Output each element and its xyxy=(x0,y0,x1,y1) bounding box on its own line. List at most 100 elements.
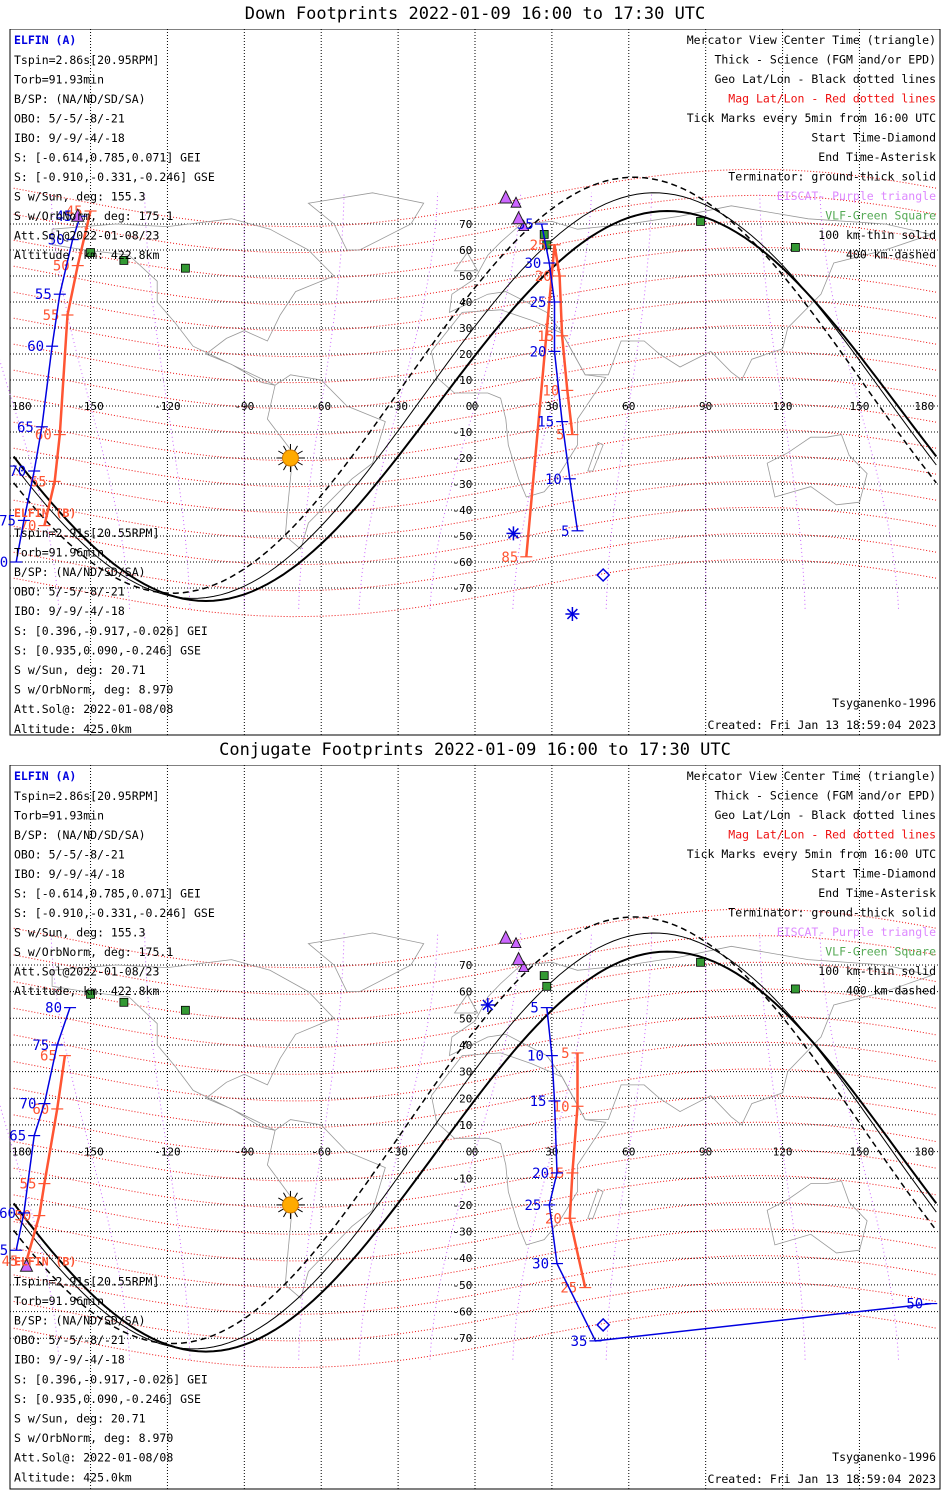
axis-labels: 180 -150 -120 -90 -60 -30 0 30 60 90 120 150 1807060… xyxy=(12,959,935,1345)
elfin-a-info-line: OBO: 5/-5/-8/-21 xyxy=(14,112,125,126)
legend-line: Mag Lat/Lon - Red dotted lines xyxy=(728,92,936,106)
elfin-a-track-tick-label: 30 xyxy=(524,256,541,272)
center-time-triangle xyxy=(498,189,513,204)
mag-lat-curve xyxy=(13,1281,937,1342)
mag-lat-curve xyxy=(13,480,937,540)
lat-tick-label: 0 xyxy=(466,1146,473,1159)
elfin-b-track-tick-label: 5 xyxy=(556,428,564,444)
lon-tick-label: -150 xyxy=(77,400,104,413)
elfin-b-track-tick-label: 65 xyxy=(30,474,47,490)
continent-outline xyxy=(266,1119,386,1299)
elfin-a-info-line: S w/Sun, deg: 155.3 xyxy=(14,190,146,204)
elfin-a-track: 807570656055510152025303550 xyxy=(0,1001,938,1350)
eiscat-triangle xyxy=(518,960,530,973)
lat-tick-label: 30 xyxy=(459,1066,472,1079)
elfin-b-info-line: IBO: 9/-9/-4/-18 xyxy=(14,1353,125,1367)
mag-lon-curve xyxy=(819,192,899,609)
legend-line: Start Time-Diamond xyxy=(811,131,936,145)
lat-tick-label: 60 xyxy=(459,986,472,999)
elfin-a-info-line: S: [-0.614,0.785,0.071] GEI xyxy=(14,887,201,901)
lat-tick-label: -20 xyxy=(453,452,473,465)
legend-line: Tick Marks every 5min from 16:00 UTC xyxy=(687,847,936,861)
created-timestamp: Created: Fri Jan 13 18:59:04 2023 xyxy=(708,1472,937,1486)
continent-outline xyxy=(266,374,386,550)
start-time-diamond xyxy=(596,1317,611,1332)
legend-line: Mercator View Center Time (triangle) xyxy=(687,33,936,47)
end-time-asterisk xyxy=(506,526,521,541)
elfin-b-info-line: S w/Sun, deg: 20.71 xyxy=(14,663,146,677)
elfin-b-info-line: OBO: 5/-5/-8/-21 xyxy=(14,1333,125,1347)
legend-line: Thick - Science (FGM and/or EPD) xyxy=(714,789,936,803)
continent-outline xyxy=(766,434,868,506)
elfin-b-track-tick-label: 5 xyxy=(561,1046,569,1062)
eiscat-triangle xyxy=(510,196,522,208)
elfin-a-track-tick-label: 55 xyxy=(35,287,52,303)
elfin-a-info-line: S w/OrbNorm, deg: 175.1 xyxy=(14,945,173,959)
elfin-a-info-line: IBO: 9/-9/-4/-18 xyxy=(14,867,125,881)
panel-title-conjugate: Conjugate Footprints 2022-01-09 16:00 to… xyxy=(219,740,731,760)
elfin-a-track-tick-label: 70 xyxy=(9,464,26,480)
center-time-triangle xyxy=(511,951,526,966)
lon-tick-label: 150 xyxy=(850,1146,870,1159)
elfin-a-info-line: S: [-0.614,0.785,0.071] GEI xyxy=(14,151,201,165)
elfin-a-info-line: B/SP: (NA/ND/SD/SA) xyxy=(14,828,146,842)
continent-outline xyxy=(453,251,479,272)
elfin-b-info-line: S w/OrbNorm, deg: 8.970 xyxy=(14,683,173,697)
legend-line: EISCAT- Purple triangle xyxy=(777,925,936,939)
elfin-b-track-tick-label: 85 xyxy=(501,550,518,566)
vlf-station-square xyxy=(180,263,190,273)
vlf-station-square xyxy=(790,242,800,252)
asterisk-stroke xyxy=(566,608,578,620)
mag-lat-curve xyxy=(13,1228,937,1289)
lon-tick-label: 0 xyxy=(472,400,479,413)
lon-tick-label: 120 xyxy=(773,1146,793,1159)
lon-tick-label: 180 xyxy=(914,1146,934,1159)
vlf-station-square xyxy=(180,1005,190,1015)
elfin-b-track-tick-label: 10 xyxy=(542,383,559,399)
sun-disc xyxy=(281,1196,299,1214)
elfin-b-track-tick-label: 15 xyxy=(537,329,554,345)
elfin-b-track-line xyxy=(525,244,574,557)
legend-line: Geo Lat/Lon - Black dotted lines xyxy=(714,72,936,86)
elfin-b-track-tick-label: 60 xyxy=(35,428,52,444)
lat-tick-label: 40 xyxy=(459,296,472,309)
mag-lat-curve xyxy=(13,1095,937,1155)
created-timestamp: Created: Fri Jan 13 18:59:04 2023 xyxy=(708,718,937,732)
mag-lat-curve xyxy=(13,506,937,566)
elfin-a-info-line: Altitude, km: 422.8km xyxy=(14,248,159,262)
elfin-a-track-tick-label: 50 xyxy=(48,233,65,249)
terminator-ground-line xyxy=(12,950,938,1353)
mag-lat-curve xyxy=(13,1121,937,1182)
continent-outline xyxy=(51,218,335,386)
elfin-b-info-line: Tspin=2.91s[20.55RPM] xyxy=(14,1274,159,1288)
continent-outline xyxy=(587,1188,604,1219)
lon-tick-label: -60 xyxy=(311,400,331,413)
elfin-b-track-tick-label: 20 xyxy=(535,269,552,285)
mag-lat-curve xyxy=(13,220,937,280)
legend-line: 400 km-dashed xyxy=(846,248,936,262)
center-time-triangle xyxy=(498,930,513,944)
elfin-b-header: ELFIN (B) xyxy=(14,506,76,520)
legend-line: VLF-Green Square xyxy=(825,209,936,223)
elfin-b-info-line: S: [0.935,0.090,-0.246] GSE xyxy=(14,643,201,657)
terminator-100km-line xyxy=(13,192,937,599)
elfin-a-info-line: Att.Sol@2022-01-08/23 xyxy=(14,965,159,979)
elfin-a-track-line xyxy=(546,1007,932,1342)
elfin-a-info: ELFIN (A) Tspin=2.86s[20.95RPM] Torb=91.93… xyxy=(14,33,215,262)
elfin-b-info: ELFIN (B) Tspin=2.91s[20.55RPM] Torb=91.96… xyxy=(14,1254,208,1484)
mag-lat-curve xyxy=(13,402,937,462)
continent-outline xyxy=(307,932,425,992)
lat-tick-label: 70 xyxy=(459,218,472,231)
lat-tick-label: -20 xyxy=(453,1199,473,1212)
mag-lat-curve xyxy=(13,1068,937,1129)
elfin-a-track-tick-label: 80 xyxy=(45,1001,62,1017)
vlf-station-square xyxy=(539,971,549,981)
lon-tick-label: -30 xyxy=(388,1146,408,1159)
mag-lat-curve xyxy=(13,908,937,969)
vlf-station-square xyxy=(542,981,552,991)
lat-tick-label: -60 xyxy=(453,556,473,569)
model-label: Tsyganenko-1996 xyxy=(832,1450,936,1464)
lon-tick-label: 120 xyxy=(773,400,793,413)
elfin-a-track-tick-label: 60 xyxy=(0,1206,16,1222)
